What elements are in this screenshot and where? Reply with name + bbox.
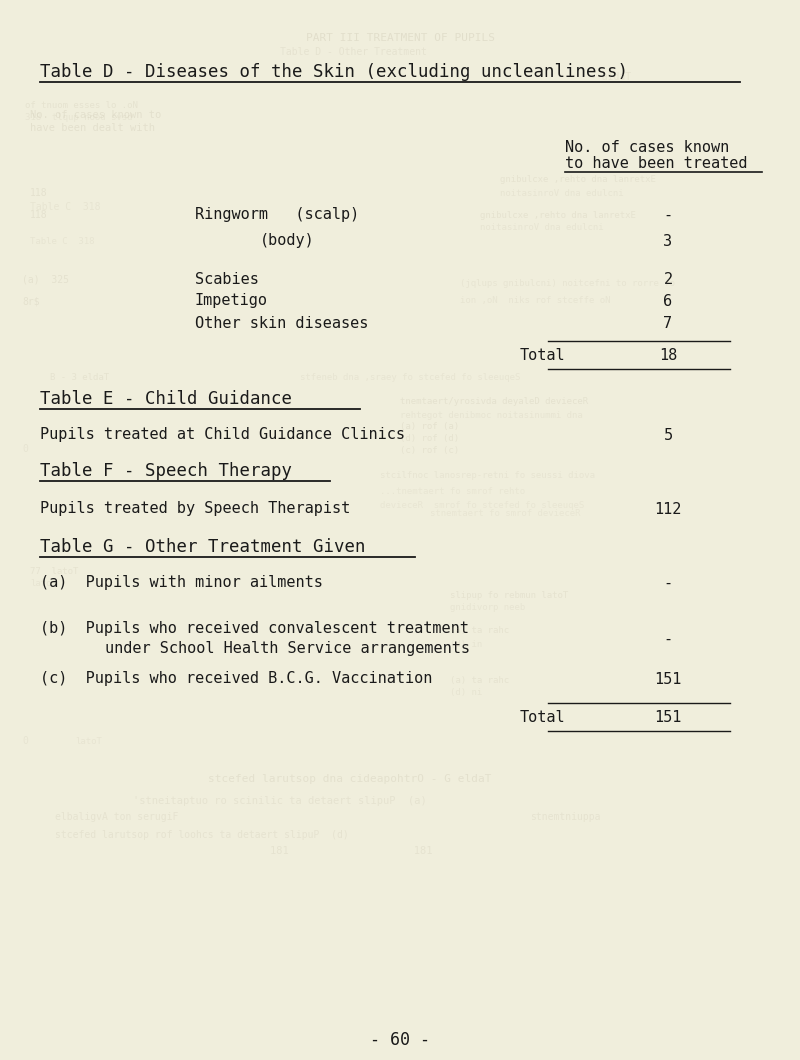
Text: 6: 6 [663,294,673,308]
Text: rehtegot denibmoc noitasinummi dna: rehtegot denibmoc noitasinummi dna [400,410,582,420]
Text: No. of cases known: No. of cases known [565,141,730,156]
Text: Total: Total [520,349,566,364]
Text: 118: 118 [30,188,48,198]
Text: Table E - Child Guidance: Table E - Child Guidance [40,390,292,408]
Text: of tnuom esses lo .oN: of tnuom esses lo .oN [25,101,138,109]
Text: tnemtaert/yrosivda deyaleD devieceR: tnemtaert/yrosivda deyaleD devieceR [400,396,588,406]
Text: -: - [663,576,673,590]
Text: Impetigo: Impetigo [195,294,268,308]
Text: stnemtniuppa: stnemtniuppa [530,812,601,822]
Text: Pupils treated by Speech Therapist: Pupils treated by Speech Therapist [40,501,350,516]
Text: (d) in: (d) in [450,639,482,649]
Text: gnibulcxe ,rehto dna lanretxE: gnibulcxe ,rehto dna lanretxE [500,176,656,184]
Text: 112: 112 [654,501,682,516]
Text: 'stneitaptuo ro scinilic ta detaert slipuP  (a): 'stneitaptuo ro scinilic ta detaert slip… [133,796,427,806]
Text: (b)  Pupils who received convalescent treatment: (b) Pupils who received convalescent tre… [40,621,469,636]
Text: stfeneb dna ,sraey fo stcefed fo sleeuqeS: stfeneb dna ,sraey fo stcefed fo sleeuqe… [300,372,520,382]
Text: gnibulcxe ,rehto dna lanretxE: gnibulcxe ,rehto dna lanretxE [480,211,636,219]
Text: Scabies: Scabies [195,271,259,286]
Text: (a) ta rahc: (a) ta rahc [450,626,509,636]
Text: 3: 3 [663,233,673,248]
Text: (c) rof (c): (c) rof (c) [400,446,459,456]
Text: elbaligvA ton serugiF: elbaligvA ton serugiF [55,812,178,822]
Text: Ringworm   (scalp): Ringworm (scalp) [195,208,359,223]
Text: PART III TREATMENT OF PUPILS: PART III TREATMENT OF PUPILS [306,33,494,43]
Text: under School Health Service arrangements: under School Health Service arrangements [105,641,470,656]
Text: devieceR  smrof fo stcefed fo sleeuqeS: devieceR smrof fo stcefed fo sleeuqeS [380,501,584,511]
Text: latoT: latoT [30,579,57,587]
Text: ion ,oN  niks rof stceffe oN: ion ,oN niks rof stceffe oN [460,297,610,305]
Text: 151: 151 [654,710,682,725]
Text: -: - [663,632,673,647]
Text: (a) rof (a): (a) rof (a) [400,423,459,431]
Text: 7: 7 [663,316,673,331]
Text: 77  latoT: 77 latoT [30,566,78,576]
Text: 2: 2 [663,271,673,286]
Text: slipup fo rebmun latoT: slipup fo rebmun latoT [450,590,568,600]
Text: (a)  Pupils with minor ailments: (a) Pupils with minor ailments [40,576,323,590]
Text: Table D - Other Treatment: Table D - Other Treatment [280,47,427,57]
Text: stnemtaert fo smrof devieceR: stnemtaert fo smrof devieceR [430,510,581,518]
Text: Table C  318: Table C 318 [30,202,101,212]
Text: 5: 5 [663,427,673,442]
Text: -: - [663,208,673,223]
Text: latoT: latoT [75,737,102,745]
Text: Table F - Speech Therapy: Table F - Speech Therapy [40,462,292,480]
Text: 181                    181: 181 181 [270,846,433,856]
Text: 0: 0 [22,444,28,454]
Text: 151: 151 [654,671,682,687]
Text: (a)  325: (a) 325 [22,273,69,284]
Text: noitasinroV dna edulcni: noitasinroV dna edulcni [500,189,624,197]
Text: Other skin diseases: Other skin diseases [195,316,368,331]
Text: Table G - Other Treatment Given: Table G - Other Treatment Given [40,538,366,556]
Text: Pupils treated at Child Guidance Clinics: Pupils treated at Child Guidance Clinics [40,427,405,442]
Text: have been dealt with: have been dealt with [30,123,155,132]
Text: 0: 0 [22,736,28,746]
Text: gnidivorp neeb: gnidivorp neeb [450,602,526,612]
Text: No. of cases known to: No. of cases known to [30,110,162,120]
Text: - aIdaT: - aIdaT [590,72,631,82]
Text: (a) ta rahc: (a) ta rahc [450,676,509,686]
Text: noitasinroV dna edulcni: noitasinroV dna edulcni [480,224,604,232]
Text: stcefed larutsop rof loohcs ta detaert slipuP  (d): stcefed larutsop rof loohcs ta detaert s… [55,830,349,840]
Text: stcefed larutsop dna cideapohtrO - G eldaT: stcefed larutsop dna cideapohtrO - G eld… [208,774,492,784]
Text: B - 3 eldaT: B - 3 eldaT [50,372,109,382]
Text: 8r$: 8r$ [22,296,40,306]
Text: Table D - Diseases of the Skin (excluding uncleanliness): Table D - Diseases of the Skin (excludin… [40,63,628,81]
Text: (body): (body) [260,233,314,248]
Text: stcilfnoc lanosrep-retni fo seussi diova: stcilfnoc lanosrep-retni fo seussi diova [380,471,595,479]
Text: ...tnemtaert fo smrof rehto: ...tnemtaert fo smrof rehto [380,487,525,495]
Text: Table C  318: Table C 318 [30,236,94,246]
Text: Total: Total [520,710,566,725]
Text: 318  tlqup nood svsd: 318 tlqup nood svsd [25,112,133,122]
Text: - 60 -: - 60 - [370,1031,430,1049]
Text: (c)  Pupils who received B.C.G. Vaccination: (c) Pupils who received B.C.G. Vaccinati… [40,671,432,687]
Text: 118: 118 [30,210,48,220]
Text: 18: 18 [659,349,677,364]
Text: (d) ni: (d) ni [450,689,482,697]
Text: (jqlups gnibulcni) noitcefni to rorre fo: (jqlups gnibulcni) noitcefni to rorre fo [460,280,675,288]
Text: to have been treated: to have been treated [565,156,747,171]
Text: (d) rof (d): (d) rof (d) [400,435,459,443]
